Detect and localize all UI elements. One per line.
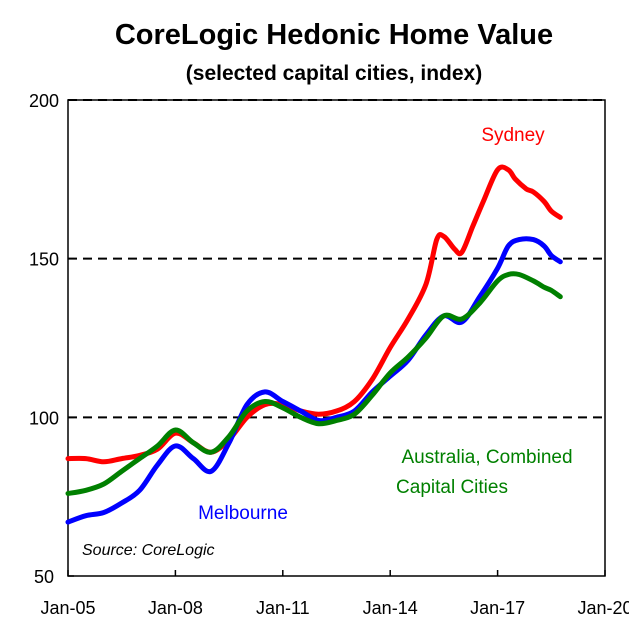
axes: 50 100 150 200 Jan-05 Jan-08 Jan-11 Jan-14 Jan-1… [29, 91, 629, 618]
gridlines [68, 99, 605, 419]
x-tick-label: Jan-08 [148, 598, 203, 618]
series-lines [65, 164, 563, 525]
series-line-sydney [65, 164, 563, 465]
source-note: Source: CoreLogic [82, 542, 215, 559]
x-tick-label: Jan-14 [363, 598, 418, 618]
x-tick-label: Jan-20 [577, 598, 629, 618]
series-line-melbourne [65, 236, 563, 525]
plot-area-frame [67, 99, 606, 577]
y-tick-label: 100 [29, 408, 59, 428]
y-tick-label: 200 [29, 91, 59, 111]
y-tick-label: 150 [29, 250, 59, 270]
x-tick-label: Jan-11 [256, 598, 310, 618]
series-label-melbourne: Melbourne [198, 503, 288, 524]
series-line-australia-combined-capital-cities [65, 271, 563, 496]
chart-subtitle: (selected capital cities, index) [186, 62, 482, 85]
x-tick-label: Jan-17 [470, 598, 525, 618]
series-label-sydney: Sydney [481, 125, 545, 146]
series-label-australia-line2: Capital Cities [396, 477, 508, 498]
chart-title: CoreLogic Hedonic Home Value [115, 19, 553, 51]
x-tick-label: Jan-05 [40, 598, 95, 618]
series-label-australia-line1: Australia, Combined [401, 447, 572, 468]
y-tick-label: 50 [34, 567, 54, 587]
